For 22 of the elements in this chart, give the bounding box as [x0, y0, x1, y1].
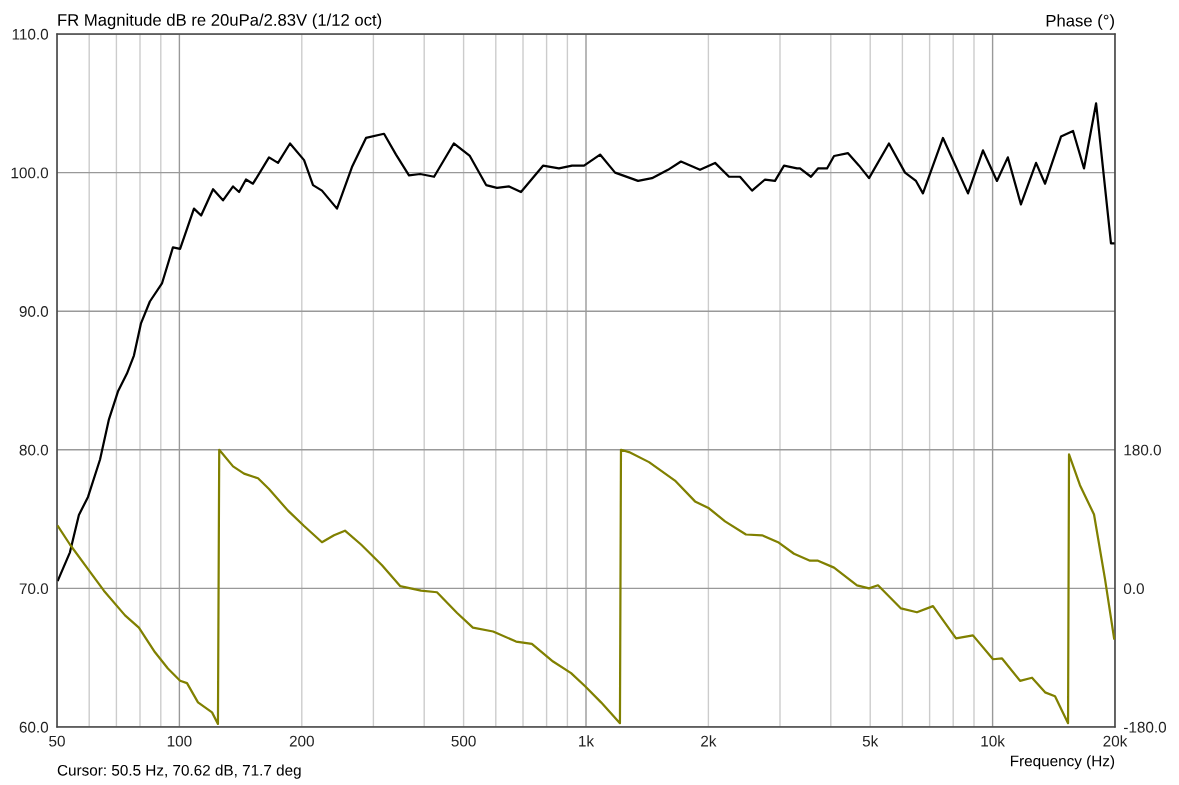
y2-tick-label: -180.0	[1124, 721, 1167, 733]
x-tick-label: 20k	[1103, 735, 1128, 747]
x-tick-label: 1k	[579, 735, 595, 747]
y2-axis-title: Phase (°)	[1046, 14, 1114, 30]
y-tick-label: 100.0	[11, 167, 49, 179]
y-tick-label: 90.0	[19, 306, 49, 317]
x-tick-label: 2k	[701, 735, 717, 747]
x-tick-label: 10k	[981, 735, 1005, 747]
y2-tick-label: 0.0	[1123, 583, 1144, 595]
y-tick-label: 80.0	[19, 444, 49, 456]
y-tick-label: 70.0	[19, 583, 49, 595]
chart-title: FR Magnitude dB re 20uPa/2.83V (1/12 oct)	[58, 13, 382, 30]
x-tick-label: 200	[289, 735, 314, 747]
x-tick-label: 5k	[862, 735, 879, 747]
text: Cursor: 50.5 Hz, 70.62 dB, 71.7 deg	[57, 764, 301, 779]
x-tick-label: 500	[451, 735, 476, 747]
y-tick-label: 60.0	[19, 721, 49, 733]
y2-tick-label: 180.0	[1124, 444, 1161, 456]
x-axis-title: Frequency (Hz)	[1010, 755, 1115, 770]
x-tick-label: 50	[49, 735, 65, 747]
y-tick-label: 110.0	[12, 28, 49, 40]
x-tick-label: 100	[167, 735, 192, 747]
